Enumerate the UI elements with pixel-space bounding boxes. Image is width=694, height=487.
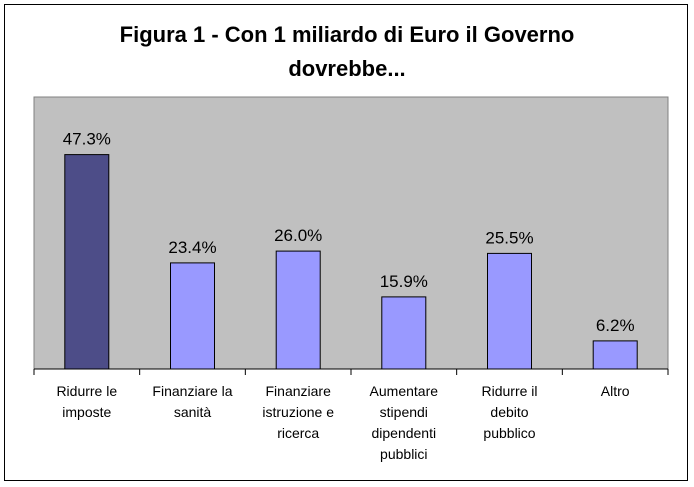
x-tick-label: Ridurre il — [481, 383, 537, 399]
data-label: 15.9% — [380, 272, 428, 291]
x-tick-label: Finanziare la — [152, 383, 232, 399]
data-label: 25.5% — [485, 228, 533, 247]
bar-2 — [275, 250, 321, 370]
x-tick-label: istruzione e — [262, 404, 334, 420]
chart-title-line-1: Figura 1 - Con 1 miliardo di Euro il Gov… — [119, 22, 575, 47]
data-label: 23.4% — [168, 238, 216, 257]
x-tick-label: stipendi — [380, 404, 428, 420]
bar-3 — [381, 296, 427, 370]
bar-1 — [170, 262, 215, 370]
x-tick-label: sanità — [174, 404, 212, 420]
x-tick-label: Aumentare — [370, 383, 439, 399]
x-tick-label: imposte — [62, 404, 111, 420]
chart-title: Figura 1 - Con 1 miliardo di Euro il Gov… — [0, 18, 694, 86]
x-tick-label: Altro — [601, 383, 630, 399]
chart-title-line-2: dovrebbe... — [288, 56, 406, 81]
plot-area — [33, 96, 669, 370]
bar-5 — [592, 340, 638, 370]
x-tick-label: ricerca — [277, 425, 319, 441]
data-label: 26.0% — [274, 226, 322, 245]
bar-0 — [64, 154, 110, 370]
x-tick-label: Ridurre le — [56, 383, 117, 399]
x-tick-label: pubblici — [380, 446, 427, 462]
bar-4 — [487, 252, 532, 370]
x-tick-label: Finanziare — [266, 383, 332, 399]
x-tick-label: dipendenti — [371, 425, 436, 441]
data-label: 6.2% — [596, 316, 635, 335]
data-label: 47.3% — [63, 130, 111, 149]
x-tick-label: pubblico — [483, 425, 535, 441]
x-tick-label: debito — [490, 404, 528, 420]
